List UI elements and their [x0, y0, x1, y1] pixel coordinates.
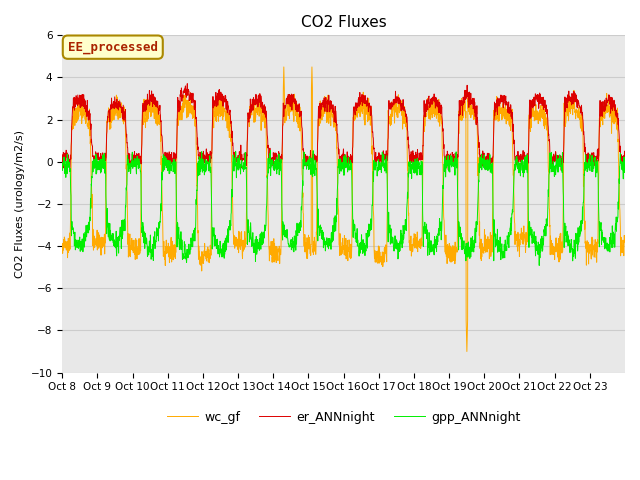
- er_ANNnight: [378, 160, 385, 166]
- gpp_ANNnight: [266, 147, 274, 153]
- Y-axis label: CO2 Fluxes (urology/m2/s): CO2 Fluxes (urology/m2/s): [15, 130, 25, 278]
- wc_gf: [236, 229, 244, 235]
- wc_gf: [614, 105, 621, 111]
- er_ANNnight: [236, 155, 244, 160]
- er_ANNnight: [513, 156, 521, 161]
- Line: gpp_ANNnight: gpp_ANNnight: [62, 150, 625, 265]
- gpp_ANNnight: [378, 163, 385, 169]
- gpp_ANNnight: [236, 162, 244, 168]
- er_ANNnight: [115, 107, 122, 113]
- gpp_ANNnight: [115, 234, 122, 240]
- wc_gf: [115, 105, 122, 110]
- wc_gf: [514, 237, 522, 242]
- er_ANNnight: [184, 81, 191, 86]
- er_ANNnight: [545, 138, 553, 144]
- Line: wc_gf: wc_gf: [62, 67, 625, 351]
- Text: EE_processed: EE_processed: [68, 40, 158, 54]
- wc_gf: [463, 348, 470, 354]
- er_ANNnight: [557, 168, 565, 173]
- gpp_ANNnight: [58, 160, 66, 166]
- er_ANNnight: [614, 113, 621, 119]
- gpp_ANNnight: [536, 263, 543, 268]
- wc_gf: [378, 262, 385, 268]
- wc_gf: [621, 240, 629, 245]
- Line: er_ANNnight: er_ANNnight: [62, 84, 625, 170]
- Title: CO2 Fluxes: CO2 Fluxes: [301, 15, 387, 30]
- er_ANNnight: [58, 160, 66, 166]
- gpp_ANNnight: [621, 156, 629, 162]
- wc_gf: [545, 205, 553, 211]
- wc_gf: [58, 247, 66, 253]
- gpp_ANNnight: [614, 217, 621, 223]
- gpp_ANNnight: [545, 171, 553, 177]
- er_ANNnight: [621, 155, 629, 161]
- gpp_ANNnight: [513, 156, 521, 162]
- Legend: wc_gf, er_ANNnight, gpp_ANNnight: wc_gf, er_ANNnight, gpp_ANNnight: [162, 406, 525, 429]
- wc_gf: [280, 64, 287, 70]
